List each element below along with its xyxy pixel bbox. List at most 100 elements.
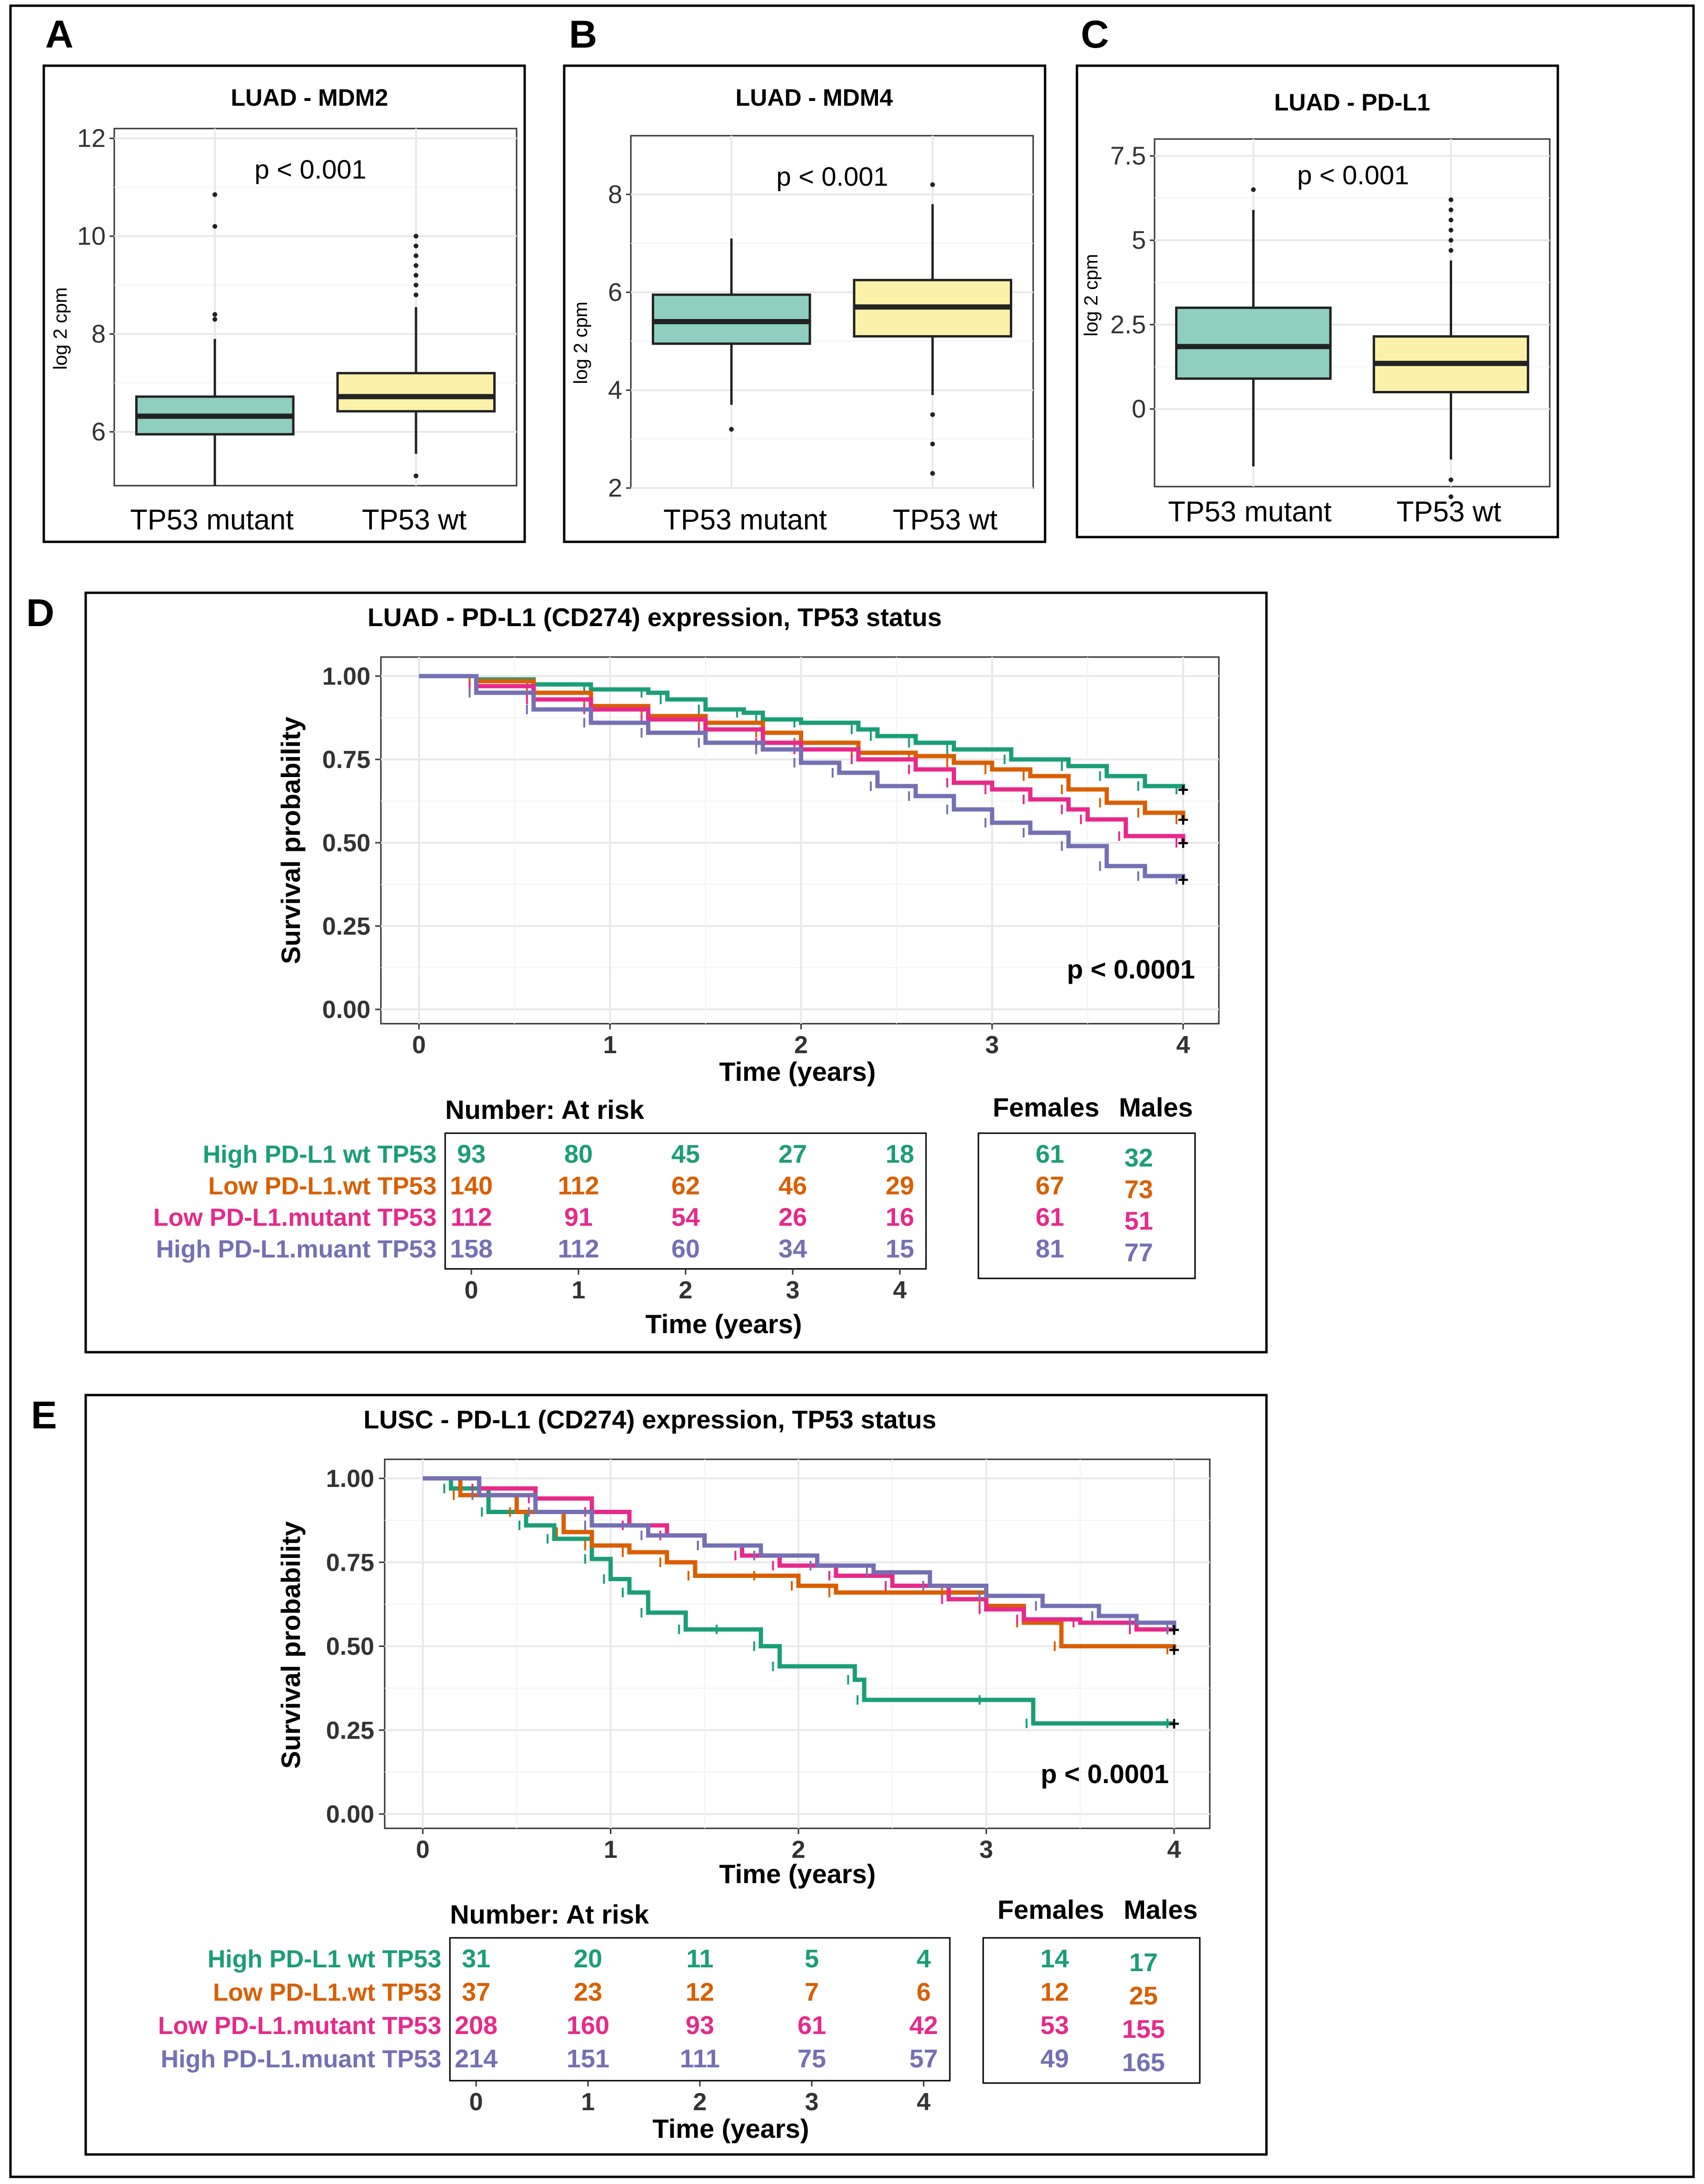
outlier-point xyxy=(930,182,935,187)
y-tick-label: 0.25 xyxy=(322,913,370,940)
risk-x-tick-label: 2 xyxy=(679,1276,693,1304)
risk-x-tick-label: 2 xyxy=(693,2088,707,2116)
risk-count: 7 xyxy=(805,1978,819,2006)
panel-letter-a: A xyxy=(45,13,73,56)
survival-curve xyxy=(423,1476,1174,1726)
risk-count: 16 xyxy=(886,1203,914,1232)
outlier-point xyxy=(212,317,218,322)
panel-letter-b: B xyxy=(569,13,597,56)
boxplot-x-tick-wt: TP53 wt xyxy=(362,504,467,536)
females-count: 12 xyxy=(1040,1978,1069,2006)
y-tick-label: 12 xyxy=(77,124,106,153)
risk-count: 6 xyxy=(917,1978,931,2006)
males-count: 73 xyxy=(1125,1175,1153,1204)
km-x-axis-label: Time (years) xyxy=(719,1057,876,1087)
risk-count: 158 xyxy=(450,1235,493,1263)
x-tick-label: 1 xyxy=(603,1031,617,1059)
risk-count: 80 xyxy=(564,1140,593,1168)
outlier-point xyxy=(413,292,419,298)
outlier-point xyxy=(1448,248,1454,253)
panel-letter-d: D xyxy=(26,591,54,635)
risk-row-label: Low PD-L1.mutant TP53 xyxy=(153,1204,437,1232)
risk-count: 112 xyxy=(558,1235,599,1263)
females-header: Females xyxy=(997,1895,1104,1925)
females-count: 67 xyxy=(1036,1171,1064,1200)
x-tick-label: 2 xyxy=(792,1836,806,1864)
outlier-point xyxy=(729,427,734,432)
censor-end-mark: + xyxy=(1177,779,1188,800)
y-tick-label: 0.00 xyxy=(322,996,370,1024)
boxplot-p-value: p < 0.001 xyxy=(1297,160,1409,190)
boxplot-y-axis-label: log 2 cpm xyxy=(1081,254,1102,336)
risk-x-tick-label: 1 xyxy=(572,1276,586,1304)
y-tick-label: 2.5 xyxy=(1110,310,1146,339)
y-tick-label: 0.75 xyxy=(326,1549,374,1576)
km-panel-lusc: LUSC - PD-L1 (CD274) expression, TP53 st… xyxy=(84,1394,1268,2156)
survival-curve xyxy=(423,1476,1174,1632)
boxplot-x-tick-mutant: TP53 mutant xyxy=(130,504,294,536)
risk-count: 160 xyxy=(567,2011,609,2040)
outlier-point xyxy=(1448,228,1454,233)
boxplot-title: LUAD - MDM4 xyxy=(736,84,893,111)
boxplot-title: LUAD - PD-L1 xyxy=(1274,89,1430,116)
risk-row-label: High PD-L1 wt TP53 xyxy=(208,1945,441,1973)
males-count: 17 xyxy=(1129,1948,1158,1977)
risk-row-label: Low PD-L1.wt TP53 xyxy=(213,1979,441,2006)
risk-count: 26 xyxy=(778,1203,807,1232)
outlier-point xyxy=(413,282,419,288)
km-y-axis-label: Survival probability xyxy=(276,717,306,964)
risk-count: 93 xyxy=(457,1140,486,1168)
risk-row-label: Low PD-L1.wt TP53 xyxy=(208,1172,437,1200)
box-iqr xyxy=(336,372,496,413)
risk-x-tick-label: 3 xyxy=(786,1276,800,1304)
risk-row-label: High PD-L1.muant TP53 xyxy=(161,2045,441,2073)
risk-count: 15 xyxy=(886,1235,914,1263)
boxplot-x-tick-mutant: TP53 mutant xyxy=(663,504,827,536)
sex-table-frame xyxy=(982,1937,1201,2084)
outlier-point xyxy=(1448,494,1454,499)
risk-count: 18 xyxy=(886,1140,914,1168)
risk-count: 57 xyxy=(909,2044,938,2073)
censor-end-mark: + xyxy=(1168,1640,1179,1661)
boxplot-y-axis-label: log 2 cpm xyxy=(50,287,71,369)
outlier-point xyxy=(1448,477,1454,482)
risk-x-tick-label: 3 xyxy=(805,2088,819,2116)
boxplot-p-value: p < 0.001 xyxy=(254,154,366,184)
risk-table-header: Number: At risk xyxy=(445,1095,645,1125)
outlier-point xyxy=(930,441,935,447)
risk-count: 112 xyxy=(450,1203,492,1232)
outlier-point xyxy=(212,192,218,197)
x-tick-label: 4 xyxy=(1167,1836,1181,1864)
y-tick-label: 0.50 xyxy=(322,829,370,857)
x-tick-label: 2 xyxy=(794,1031,808,1059)
risk-count: 27 xyxy=(778,1140,807,1168)
risk-count: 54 xyxy=(671,1203,700,1232)
outlier-point xyxy=(1251,187,1256,192)
outlier-point xyxy=(413,243,419,249)
risk-count: 61 xyxy=(797,2011,826,2040)
km-plot-area xyxy=(384,1458,1211,1829)
risk-count: 140 xyxy=(450,1171,493,1200)
outlier-point xyxy=(413,473,419,479)
risk-count: 46 xyxy=(778,1171,807,1200)
risk-count: 151 xyxy=(567,2044,609,2073)
censor-end-mark: + xyxy=(1177,809,1188,830)
y-tick-label: 10 xyxy=(77,222,106,250)
risk-count: 112 xyxy=(558,1171,599,1200)
males-header: Males xyxy=(1119,1092,1193,1122)
males-header: Males xyxy=(1124,1895,1198,1925)
y-tick-label: 8 xyxy=(91,320,106,349)
females-count: 14 xyxy=(1040,1945,1069,1973)
outlier-point xyxy=(1448,238,1454,243)
censor-end-mark: + xyxy=(1177,833,1188,854)
panel-letter-c: C xyxy=(1081,13,1109,56)
females-count: 81 xyxy=(1036,1235,1064,1263)
risk-count: 31 xyxy=(462,1945,490,1973)
censor-end-mark: + xyxy=(1168,1714,1179,1735)
sex-table-frame xyxy=(977,1132,1196,1279)
risk-count: 111 xyxy=(680,2044,720,2073)
males-count: 77 xyxy=(1125,1238,1153,1267)
km-title: LUSC - PD-L1 (CD274) expression, TP53 st… xyxy=(363,1406,936,1434)
males-count: 155 xyxy=(1122,2015,1165,2044)
y-tick-label: 0.50 xyxy=(326,1633,374,1661)
